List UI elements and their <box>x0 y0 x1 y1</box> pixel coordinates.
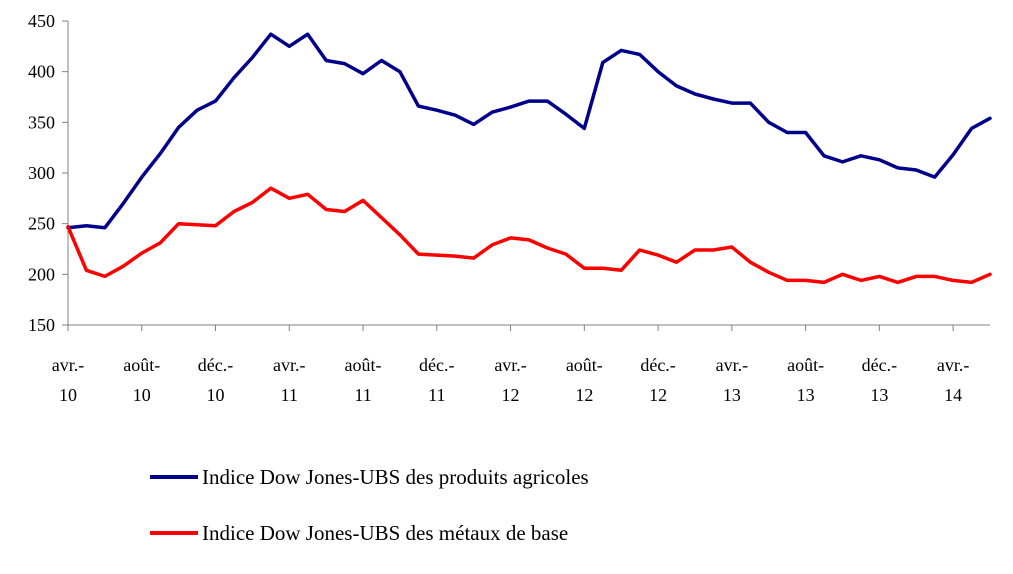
series-layer <box>66 32 992 285</box>
x-axis: avr.- 10 août- 10 déc.- 10 avr.- 11 août- 11 déc.-… <box>52 324 990 405</box>
legend-label-agricoles: Indice Dow Jones-UBS des produits agrico… <box>202 464 589 489</box>
x-tick-label-month: août- <box>123 355 160 375</box>
series-line-agricoles <box>66 32 992 230</box>
legend-label-metaux: Indice Dow Jones-UBS des métaux de base <box>202 520 569 545</box>
y-tick-label: 400 <box>28 62 55 82</box>
x-tick-label-month: avr.- <box>937 355 969 375</box>
x-tick-label-month: déc.- <box>862 355 897 375</box>
x-tick-label-year: 12 <box>649 385 667 405</box>
x-tick-label-year: 13 <box>723 385 741 405</box>
x-tick-label-year: 11 <box>354 385 371 405</box>
x-tick-label-year: 11 <box>428 385 445 405</box>
x-tick-label-year: 13 <box>797 385 815 405</box>
legend-swatch-metaux <box>150 531 198 535</box>
x-tick-label-year: 10 <box>59 385 77 405</box>
x-tick-label-month: août- <box>566 355 603 375</box>
x-tick-label-year: 12 <box>575 385 593 405</box>
x-tick-label-year: 10 <box>207 385 225 405</box>
legend-swatch-agricoles <box>150 475 198 479</box>
x-tick-label-month: déc.- <box>198 355 233 375</box>
x-tick-label-month: août- <box>787 355 824 375</box>
x-tick-label-month: avr.- <box>52 355 84 375</box>
legend: Indice Dow Jones-UBS des produits agrico… <box>150 462 589 574</box>
x-tick-label-year: 12 <box>502 385 520 405</box>
x-tick-label-year: 14 <box>944 385 962 405</box>
y-tick-label: 350 <box>28 112 55 132</box>
x-tick-label-month: avr.- <box>716 355 748 375</box>
x-tick-label-month: août- <box>345 355 382 375</box>
y-axis: 150 200 250 300 350 400 450 <box>28 11 69 335</box>
y-tick-label: 450 <box>28 11 55 31</box>
legend-item-agricoles: Indice Dow Jones-UBS des produits agrico… <box>150 462 589 492</box>
y-tick-label: 250 <box>28 214 55 234</box>
y-tick-label: 200 <box>28 264 55 284</box>
x-tick-label-year: 10 <box>133 385 151 405</box>
y-tick-label: 300 <box>28 163 55 183</box>
line-chart: 150 200 250 300 350 400 450 avr.- 10 août- 10 déc.… <box>28 11 992 405</box>
x-tick-label-month: déc.- <box>640 355 675 375</box>
series-line-metaux <box>66 186 992 285</box>
legend-item-metaux: Indice Dow Jones-UBS des métaux de base <box>150 518 589 548</box>
x-tick-label-month: avr.- <box>273 355 305 375</box>
x-tick-label-year: 13 <box>870 385 888 405</box>
y-tick-label: 150 <box>28 315 55 335</box>
x-tick-label-month: avr.- <box>494 355 526 375</box>
x-tick-label-month: déc.- <box>419 355 454 375</box>
x-tick-label-year: 11 <box>281 385 298 405</box>
